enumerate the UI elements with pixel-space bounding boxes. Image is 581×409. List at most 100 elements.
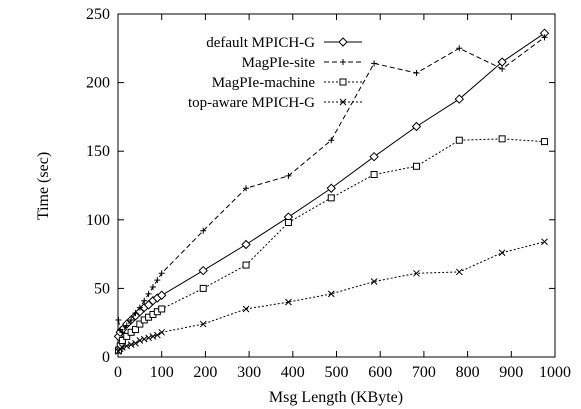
legend-label: MagPIe-machine	[212, 75, 316, 91]
axis-ticks: 0 100 200 300 400 500 600 700 800 900 1000 0 50 100 15…	[86, 6, 571, 381]
data-point	[285, 298, 292, 306]
data-point	[158, 305, 166, 313]
x-tick-label: 0	[114, 364, 122, 381]
data-point	[131, 326, 139, 334]
y-tick-label: 250	[86, 6, 110, 23]
data-point	[338, 37, 348, 47]
data-point	[340, 59, 346, 65]
data-point	[541, 138, 549, 146]
data-point	[200, 227, 207, 234]
legend: default MPICH-G MagPIe-site MagPIe-machine…	[188, 35, 362, 111]
data-point	[136, 337, 144, 344]
x-tick-label: 400	[281, 364, 305, 381]
data-point	[156, 290, 167, 300]
data-point	[411, 121, 422, 132]
plot-area	[113, 28, 550, 355]
legend-item: top-aware MPICH-G	[188, 95, 362, 111]
y-tick-label: 50	[94, 280, 110, 297]
data-point	[371, 60, 378, 67]
data-point	[132, 339, 139, 347]
plot-frame	[117, 13, 556, 358]
data-point	[454, 94, 465, 104]
data-point	[123, 342, 131, 350]
data-point	[413, 69, 420, 76]
legend-label: default MPICH-G	[206, 35, 315, 51]
data-point	[328, 137, 335, 144]
y-axis-label: Time (sec)	[35, 152, 52, 220]
y-tick-label: 0	[102, 349, 110, 366]
legend-label: MagPIe-site	[242, 55, 316, 71]
data-point	[541, 238, 548, 246]
series-2	[115, 34, 548, 336]
x-tick-label: 200	[193, 364, 217, 381]
data-point	[327, 194, 335, 202]
data-point	[339, 78, 347, 86]
data-point	[285, 172, 292, 179]
data-point	[242, 305, 250, 313]
x-tick-label: 800	[456, 364, 480, 381]
data-point	[326, 183, 336, 193]
data-point	[327, 290, 335, 298]
data-point	[118, 337, 126, 345]
data-point	[119, 344, 126, 351]
legend-item: MagPIe-site	[242, 55, 362, 71]
data-point	[455, 136, 463, 144]
legend-item: default MPICH-G	[206, 35, 362, 51]
legend-label: top-aware MPICH-G	[188, 95, 315, 111]
data-point	[132, 310, 139, 317]
data-point	[115, 316, 122, 323]
data-point	[123, 322, 130, 329]
y-tick-label: 150	[86, 143, 110, 160]
data-point	[141, 297, 148, 304]
data-point	[541, 34, 548, 41]
data-point	[119, 329, 126, 336]
y-tick-label: 100	[86, 212, 110, 229]
data-point	[243, 185, 250, 192]
data-point	[413, 269, 420, 277]
data-point	[369, 151, 379, 162]
x-tick-label: 500	[325, 364, 349, 381]
data-point	[145, 290, 152, 297]
x-tick-label: 900	[499, 364, 523, 381]
data-point	[241, 239, 251, 250]
data-point	[158, 328, 166, 336]
data-point	[149, 333, 157, 340]
data-point	[498, 249, 506, 257]
data-point	[154, 277, 161, 284]
data-point	[199, 320, 207, 328]
data-point	[149, 284, 156, 291]
data-point	[145, 334, 152, 342]
data-point	[128, 316, 135, 323]
data-point	[140, 335, 148, 343]
data-point	[456, 45, 463, 52]
series-line	[118, 241, 545, 352]
x-tick-label: 1000	[539, 364, 571, 381]
x-tick-label: 600	[368, 364, 392, 381]
data-point	[242, 261, 250, 269]
data-point	[455, 268, 463, 276]
data-point	[370, 171, 378, 179]
series-1	[113, 28, 550, 342]
x-tick-label: 700	[412, 364, 436, 381]
data-point	[198, 265, 208, 276]
data-point	[123, 332, 131, 340]
legend-item: MagPIe-machine	[212, 75, 362, 91]
data-point	[127, 341, 135, 349]
data-point	[339, 98, 347, 106]
y-tick-label: 200	[86, 75, 110, 92]
data-point	[199, 284, 207, 292]
series-line	[117, 138, 545, 351]
data-point	[153, 331, 161, 339]
data-point	[136, 304, 143, 311]
data-point	[284, 219, 292, 227]
series-4	[115, 238, 548, 355]
data-point	[136, 320, 144, 328]
data-point	[499, 65, 506, 72]
x-tick-label: 300	[237, 364, 261, 381]
data-point	[158, 270, 165, 277]
data-point	[498, 135, 506, 143]
x-axis-label: Msg Length (KByte)	[269, 389, 403, 406]
series-3	[114, 135, 549, 354]
